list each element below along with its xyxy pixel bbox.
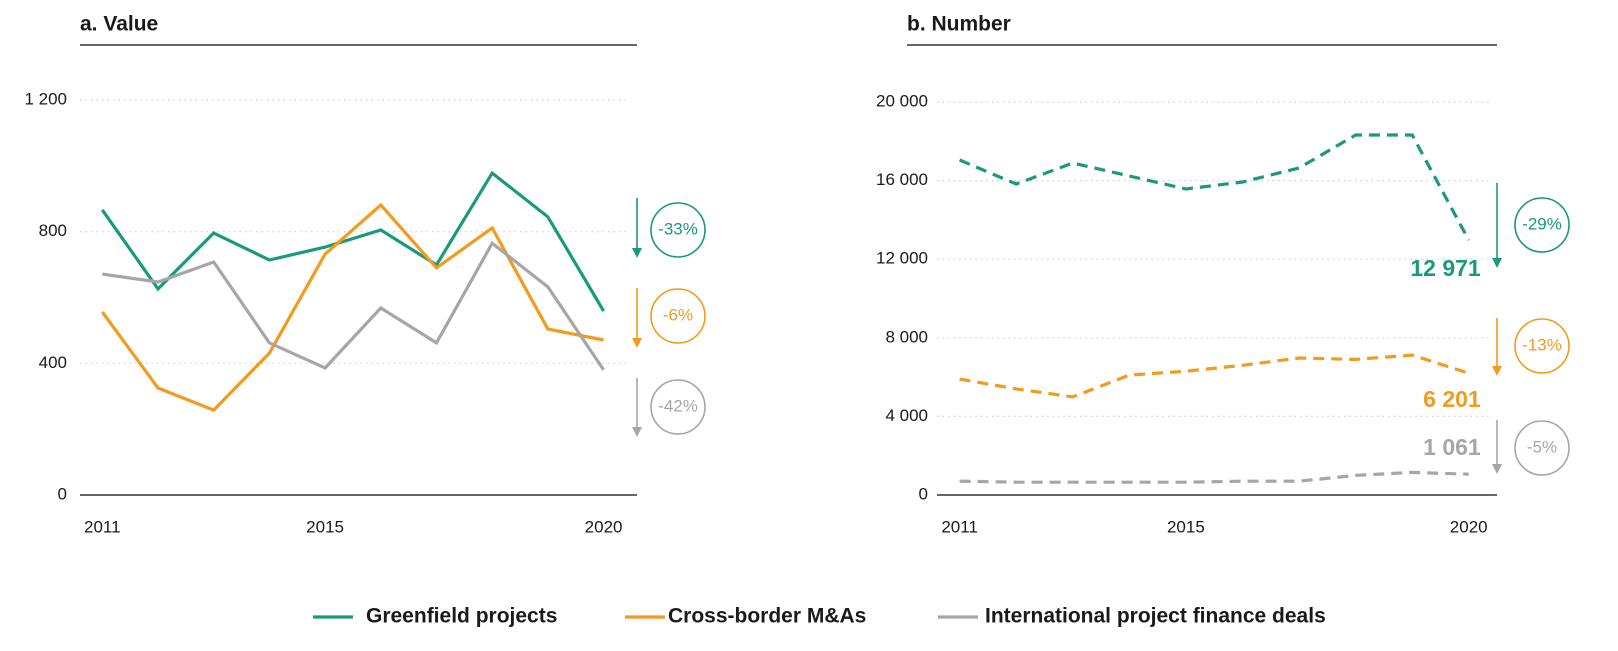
y-tick-label: 0	[58, 484, 67, 503]
change-arrowhead	[1492, 464, 1502, 474]
value-label: 6 201	[1423, 386, 1481, 412]
series-line	[959, 353, 1470, 399]
legend-label: Greenfield projects	[366, 605, 557, 628]
x-tick-label: 2020	[585, 517, 623, 536]
change-label: -42%	[658, 396, 698, 415]
change-arrowhead	[1492, 366, 1502, 376]
change-arrowhead	[632, 338, 642, 348]
series-line	[102, 240, 605, 371]
x-tick-label: 2015	[306, 517, 344, 536]
series-line	[100, 170, 605, 312]
change-label: -33%	[658, 219, 698, 238]
y-tick-label: 20 000	[876, 91, 928, 110]
change-label: -13%	[1522, 335, 1562, 354]
value-label: 12 971	[1410, 255, 1481, 281]
x-tick-label: 2015	[1167, 517, 1205, 536]
y-tick-label: 1 200	[24, 89, 67, 108]
change-arrowhead	[1492, 258, 1502, 268]
y-tick-label: 12 000	[876, 249, 928, 268]
change-badge	[1514, 197, 1570, 253]
y-tick-label: 4 000	[885, 406, 928, 425]
y-tick-label: 8 000	[885, 327, 928, 346]
y-tick-label: 0	[919, 484, 928, 503]
series-line	[959, 470, 1469, 484]
series-line	[958, 133, 1471, 241]
change-badge	[1514, 318, 1570, 374]
panel-title: b. Number	[907, 13, 1011, 36]
change-badge	[650, 379, 706, 435]
x-tick-label: 2011	[941, 517, 978, 536]
change-badge	[650, 288, 706, 344]
y-tick-label: 800	[39, 221, 67, 240]
change-arrowhead	[632, 248, 642, 258]
change-badge	[1514, 420, 1570, 476]
change-badge	[650, 202, 706, 258]
legend-label: Cross-border M&As	[668, 605, 866, 628]
y-tick-label: 16 000	[876, 170, 928, 189]
legend-label: International project finance deals	[985, 605, 1326, 628]
change-label: -5%	[1527, 437, 1557, 456]
change-label: -29%	[1522, 214, 1562, 233]
panel-title: a. Value	[80, 13, 158, 36]
value-label: 1 061	[1423, 434, 1481, 460]
change-label: -6%	[663, 305, 693, 324]
y-tick-label: 400	[39, 353, 67, 372]
x-tick-label: 2020	[1450, 517, 1488, 536]
series-line	[101, 202, 604, 412]
x-tick-label: 2011	[84, 517, 121, 536]
change-arrowhead	[632, 427, 642, 437]
